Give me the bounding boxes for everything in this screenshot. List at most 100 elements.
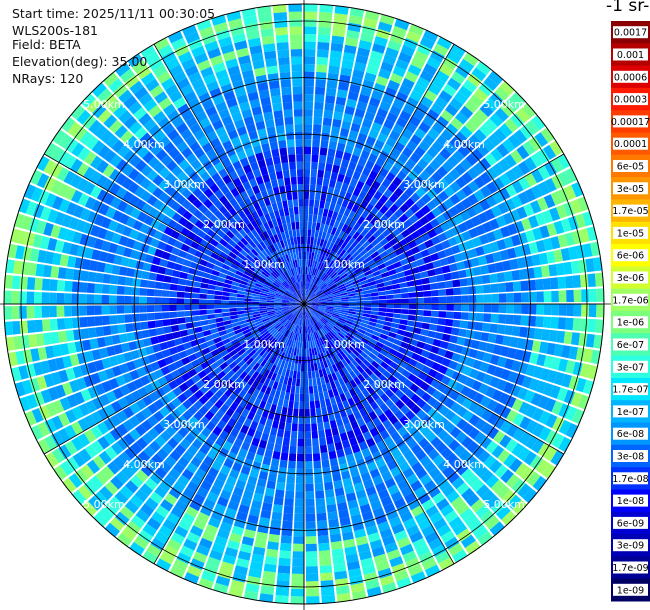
- ray-cell: [140, 321, 149, 330]
- ray-cell: [181, 335, 190, 344]
- ray-cell: [144, 51, 160, 65]
- ray-cell: [580, 318, 589, 332]
- ray-cell: [257, 278, 265, 284]
- ray-cell: [258, 199, 266, 209]
- ray-cell: [439, 63, 454, 77]
- ray-cell: [209, 183, 220, 194]
- ray-cell: [212, 94, 225, 106]
- ray-cell: [67, 255, 77, 268]
- ray-cell: [274, 296, 283, 300]
- ray-cell: [310, 267, 314, 275]
- ray-cell: [161, 251, 171, 260]
- ray-cell: [307, 236, 311, 245]
- ray-cell: [245, 254, 254, 262]
- ray-cell: [320, 319, 327, 326]
- ray-cell: [436, 166, 448, 178]
- ray-cell: [125, 277, 134, 286]
- ray-cell: [278, 421, 286, 430]
- ray-cell: [515, 462, 529, 478]
- ray-cell: [414, 209, 425, 220]
- ray-cell: [375, 457, 386, 468]
- range-ring-label: 5.00km: [483, 498, 525, 511]
- ray-cell: [208, 193, 219, 204]
- ray-cell: [572, 318, 582, 331]
- ray-cell: [453, 311, 462, 320]
- ray-cell: [386, 425, 397, 436]
- ray-cell: [52, 399, 65, 414]
- ray-cell: [266, 302, 274, 304]
- ray-cell: [327, 331, 335, 339]
- ray-cell: [352, 394, 361, 404]
- ray-cell: [313, 109, 323, 118]
- ray-cell: [543, 291, 552, 303]
- ray-cell: [163, 474, 177, 486]
- ray-cell: [247, 154, 257, 164]
- ray-cell: [159, 551, 175, 565]
- ray-cell: [271, 348, 278, 356]
- ray-cell: [195, 165, 206, 176]
- ray-cell: [324, 312, 332, 316]
- ray-cell: [325, 324, 332, 331]
- ray-cell: [251, 306, 260, 310]
- ray-cell: [521, 304, 529, 315]
- ray-cell: [88, 119, 102, 135]
- ray-cell: [417, 226, 427, 236]
- ray-cell: [268, 290, 276, 295]
- ray-cell: [356, 256, 365, 264]
- ray-cell: [293, 363, 298, 372]
- ray-cell: [301, 363, 304, 372]
- ray-cell: [464, 120, 478, 134]
- ray-cell: [305, 311, 308, 319]
- ray-cell: [412, 164, 424, 175]
- ray-cell: [242, 207, 251, 216]
- ray-cell: [64, 440, 78, 456]
- ray-cell: [241, 69, 254, 80]
- ray-cell: [249, 261, 258, 269]
- ray-cell: [339, 393, 347, 402]
- ray-cell: [322, 265, 329, 273]
- ray-cell: [313, 237, 318, 246]
- ray-cell: [44, 142, 58, 158]
- ray-cell: [350, 261, 359, 269]
- ray-cell: [246, 282, 255, 288]
- ray-cell: [255, 120, 266, 131]
- ray-cell: [266, 298, 275, 301]
- ray-cell: [305, 453, 313, 462]
- ray-cell: [146, 458, 159, 472]
- ray-cell: [478, 82, 494, 97]
- ray-cell: [306, 259, 309, 267]
- ray-cell: [182, 176, 193, 188]
- ray-cell: [375, 278, 384, 285]
- ray-cell: [498, 158, 511, 172]
- ray-cell: [397, 479, 409, 491]
- ray-cell: [459, 508, 474, 522]
- ray-cell: [219, 393, 229, 404]
- ray-cell: [496, 505, 511, 520]
- ray-cell: [341, 304, 349, 306]
- ray-cell: [201, 253, 211, 262]
- ray-cell: [246, 346, 254, 355]
- ray-cell: [385, 47, 399, 59]
- ray-cell: [269, 289, 277, 294]
- ray-cell: [215, 409, 225, 420]
- ray-cell: [33, 362, 44, 376]
- ray-cell: [267, 473, 277, 482]
- ray-cell: [352, 322, 360, 328]
- ray-cell: [358, 39, 372, 50]
- ray-cell: [302, 311, 304, 319]
- ray-cell: [437, 281, 446, 289]
- ray-cell: [65, 268, 75, 280]
- ray-cell: [91, 200, 103, 213]
- ray-cell: [194, 421, 205, 433]
- ray-cell: [348, 210, 356, 220]
- ray-cell: [185, 279, 194, 287]
- ray-cell: [277, 257, 284, 265]
- ray-cell: [298, 310, 302, 318]
- ray-cell: [425, 211, 436, 222]
- ray-cell: [276, 482, 286, 491]
- ray-cell: [63, 154, 77, 169]
- ray-cell: [136, 146, 150, 159]
- ray-cell: [215, 285, 224, 292]
- ray-cell: [405, 399, 416, 410]
- ray-cell: [86, 211, 98, 224]
